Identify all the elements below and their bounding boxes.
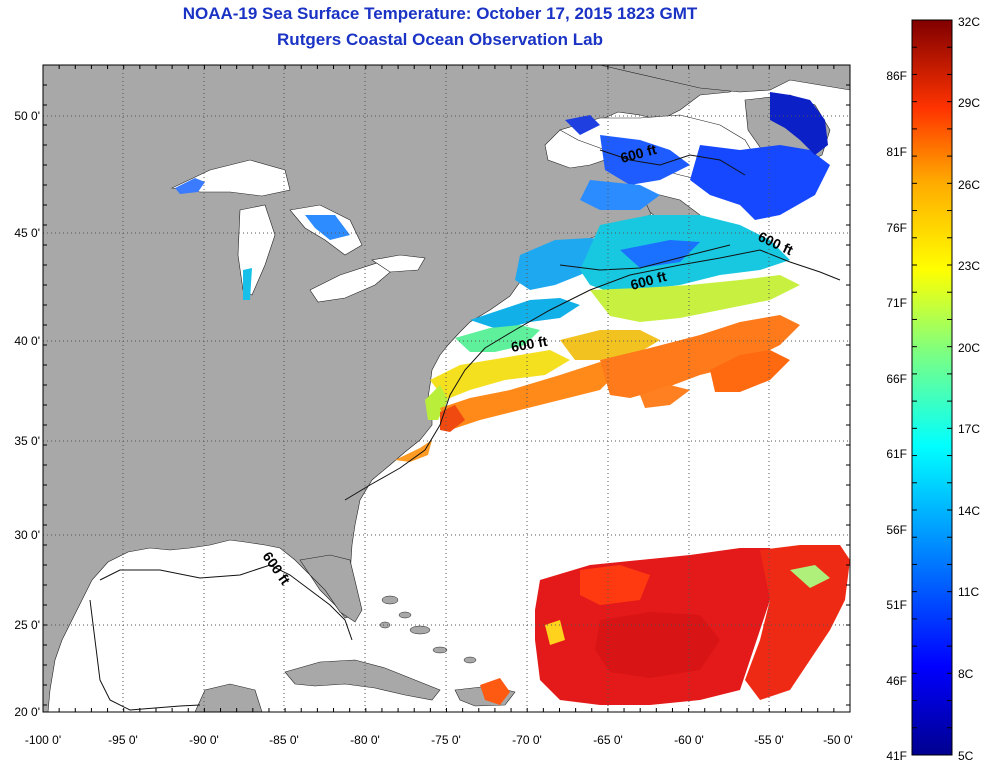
colorbar-celsius-label: 11C — [958, 585, 979, 599]
longitude-labels: -100 0' -95 0' -90 0' -85 0' -80 0' -75 … — [25, 733, 853, 747]
bahamas-islands — [379, 595, 477, 664]
lat-label: 30 0' — [14, 528, 40, 542]
lon-label: -60 0' — [674, 733, 704, 747]
lon-label: -55 0' — [754, 733, 784, 747]
lon-label: -65 0' — [593, 733, 623, 747]
lat-label: 20 0' — [14, 705, 40, 719]
colorbar-celsius-label: 8C — [958, 667, 974, 681]
colorbar-celsius-label: 17C — [958, 422, 980, 436]
colorbar-fahrenheit-label: 51F — [886, 598, 907, 612]
map-title: NOAA-19 Sea Surface Temperature: October… — [182, 4, 698, 23]
colorbar-gradient — [911, 19, 953, 756]
land-florida — [299, 554, 363, 623]
sst-gulf-stream — [395, 315, 800, 462]
colorbar-celsius-label: 26C — [958, 178, 980, 192]
gulf-coastline — [89, 599, 201, 711]
colorbar-celsius-label: 20C — [958, 341, 980, 355]
lon-label: -80 0' — [350, 733, 380, 747]
colorbar-celsius-label: 5C — [958, 749, 974, 763]
lake-huron-sst — [305, 215, 350, 240]
colorbar-celsius-label: 32C — [958, 15, 980, 29]
lat-label: 45 0' — [14, 226, 40, 240]
sst-transition — [425, 275, 800, 420]
axis-ticks — [42, 64, 851, 712]
lat-label: 50 0' — [14, 109, 40, 123]
lat-label: 35 0' — [14, 434, 40, 448]
colorbar-celsius-label: 14C — [958, 504, 980, 518]
colorbar-fahrenheit-label: 81F — [886, 145, 907, 159]
contour-label-mid-atlantic: 600 ft — [510, 333, 549, 355]
map-subtitle: Rutgers Coastal Ocean Observation Lab — [277, 30, 603, 49]
sst-cold-north — [470, 92, 830, 330]
lon-label: -70 0' — [512, 733, 542, 747]
lake-michigan-sst — [243, 268, 252, 300]
colorbar-celsius-label: 23C — [958, 259, 980, 273]
lat-label: 40 0' — [14, 334, 40, 348]
graticule — [43, 65, 850, 712]
colorbar-celsius-label: 29C — [958, 96, 980, 110]
lon-label: -95 0' — [108, 733, 138, 747]
colorbar-fahrenheit-label: 46F — [886, 674, 907, 688]
land-yucatan — [194, 683, 263, 712]
colorbar-fahrenheit-label: 66F — [886, 372, 907, 386]
lon-label: -90 0' — [189, 733, 219, 747]
colorbar-fahrenheit-label: 41F — [886, 749, 907, 763]
colorbar-fahrenheit-label: 61F — [886, 447, 907, 461]
depth-contours — [99, 149, 841, 641]
colorbar-fahrenheit-label: 86F — [886, 69, 907, 83]
land-cuba — [284, 659, 441, 701]
colorbar: 32C 29C 26C 23C 20C 17C 14C 11C 8C 5C 86… — [886, 15, 980, 763]
lat-label: 25 0' — [14, 618, 40, 632]
colorbar-fahrenheit-label: 71F — [886, 296, 907, 310]
lake-superior-sst — [175, 178, 205, 194]
lon-label: -85 0' — [269, 733, 299, 747]
sst-hot-south — [480, 545, 850, 705]
colorbar-fahrenheit-label: 56F — [886, 523, 907, 537]
land-labrador — [599, 65, 850, 93]
colorbar-fahrenheit-label: 76F — [886, 221, 907, 235]
latitude-labels: 50 0' 45 0' 40 0' 35 0' 30 0' 25 0' 20 0… — [14, 109, 40, 719]
lon-label: -50 0' — [823, 733, 853, 747]
lon-label: -100 0' — [25, 733, 61, 747]
lon-label: -75 0' — [431, 733, 461, 747]
